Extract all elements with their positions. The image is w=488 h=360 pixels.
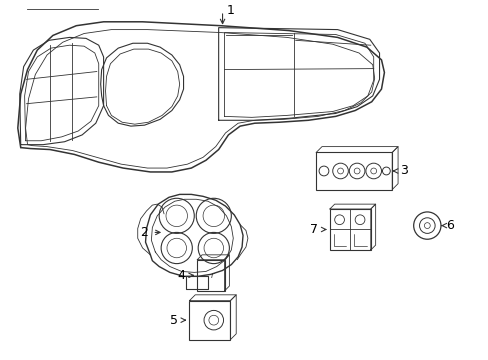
Text: 6: 6 xyxy=(445,219,453,232)
Text: 4: 4 xyxy=(177,269,185,282)
Text: r: r xyxy=(211,271,214,280)
Text: 5: 5 xyxy=(169,314,177,327)
Text: 1: 1 xyxy=(226,4,234,17)
Text: 2: 2 xyxy=(140,226,148,239)
Text: 3: 3 xyxy=(399,165,407,177)
Text: 7: 7 xyxy=(309,223,318,236)
